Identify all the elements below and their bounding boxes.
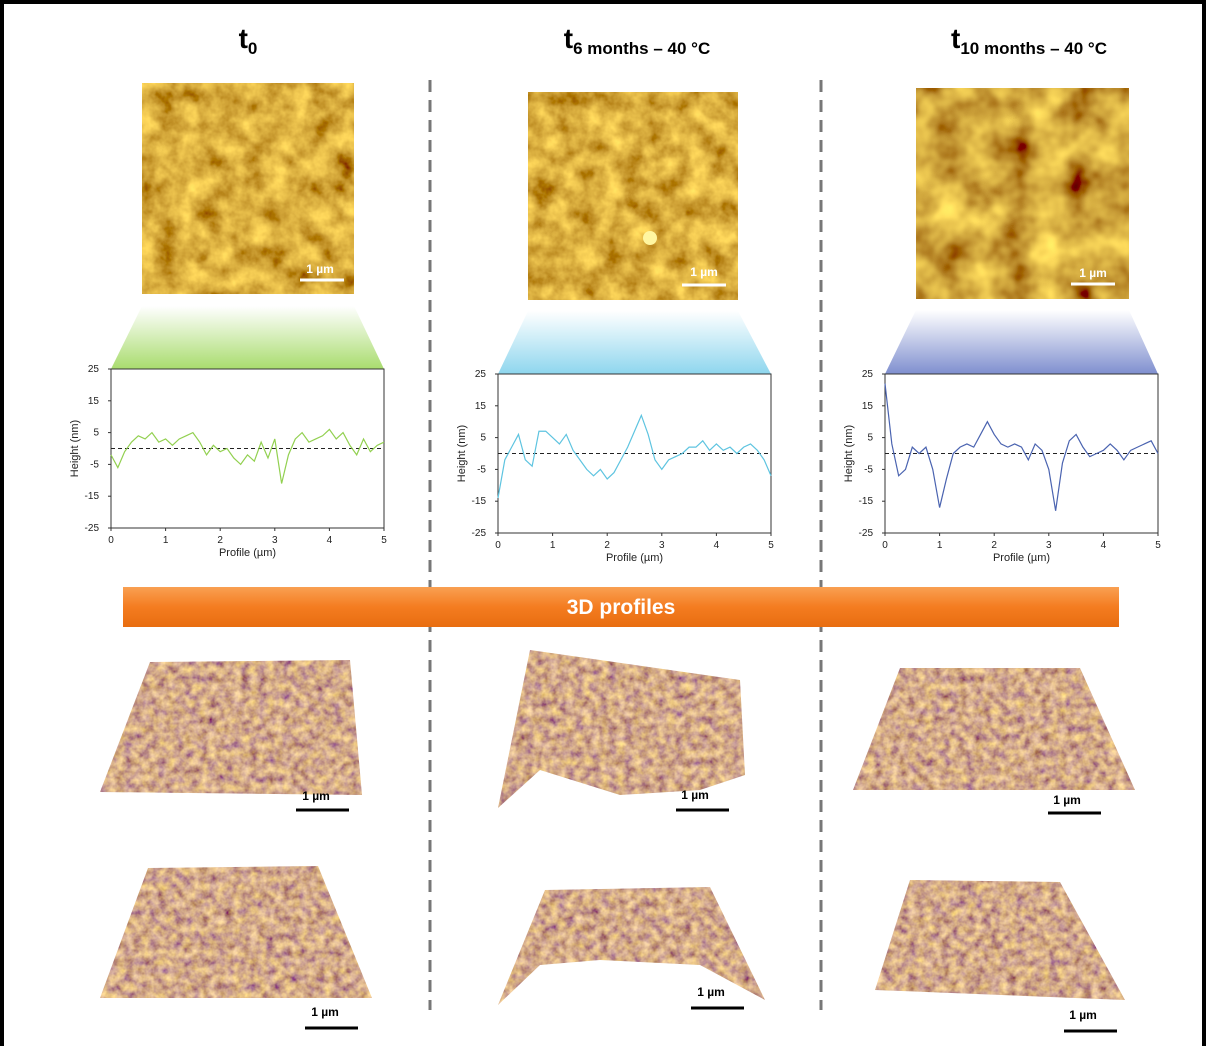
y-tick-label: 15 [862, 401, 874, 412]
y-tick-label: 5 [867, 433, 873, 444]
scale-label: 1 µm [690, 265, 718, 279]
y-axis-label: Height (nm) [843, 425, 855, 482]
x-tick-label: 4 [714, 540, 720, 551]
x-tick-label: 0 [882, 540, 888, 551]
column-title: t6 months – 40 °C [564, 23, 711, 58]
x-axis-label: Profile (µm) [993, 552, 1050, 564]
y-tick-label: -25 [85, 523, 100, 534]
figure: t0 t6 months – 40 °C t10 months – 40 °C … [0, 0, 1206, 1046]
x-tick-label: 3 [659, 540, 665, 551]
y-tick-label: 15 [475, 401, 487, 412]
y-tick-label: 5 [480, 433, 486, 444]
x-tick-label: 2 [604, 540, 610, 551]
y-axis-label: Height (nm) [69, 420, 81, 477]
title-sub: 6 months – 40 °C [573, 39, 710, 58]
scale-label: 1 µm [1079, 266, 1107, 280]
surface-3d [498, 650, 745, 808]
surface-3d [100, 866, 372, 998]
title-main: t [564, 23, 573, 54]
title-main: t [951, 23, 960, 54]
afm-feature [643, 231, 657, 245]
y-tick-label: -5 [864, 464, 873, 475]
x-tick-label: 1 [937, 540, 943, 551]
x-tick-label: 5 [768, 540, 774, 551]
y-tick-label: 15 [88, 396, 100, 407]
y-tick-label: -5 [477, 464, 486, 475]
x-tick-label: 0 [108, 535, 114, 546]
zoom-funnel [111, 306, 384, 369]
scale-label: 1 µm [311, 1005, 339, 1019]
banner-text: 3D profiles [567, 596, 676, 619]
x-axis-label: Profile (µm) [219, 547, 276, 559]
y-tick-label: 5 [93, 428, 99, 439]
y-tick-label: -25 [472, 528, 487, 539]
x-tick-label: 4 [327, 535, 333, 546]
y-tick-label: 25 [862, 369, 874, 380]
zoom-funnel [498, 311, 771, 374]
x-tick-label: 5 [381, 535, 387, 546]
column-title: t0 [239, 23, 258, 58]
y-tick-label: -25 [859, 528, 874, 539]
title-sub: 10 months – 40 °C [960, 39, 1107, 58]
x-tick-label: 1 [550, 540, 556, 551]
x-tick-label: 2 [217, 535, 223, 546]
x-tick-label: 4 [1101, 540, 1107, 551]
scale-label: 1 µm [681, 788, 709, 802]
zoom-funnel [885, 310, 1158, 374]
surface-3d [100, 660, 362, 795]
scale-label: 1 µm [302, 789, 330, 803]
x-tick-label: 0 [495, 540, 501, 551]
scale-label: 1 µm [1053, 793, 1081, 807]
title-sub: 0 [248, 39, 257, 58]
x-tick-label: 3 [272, 535, 278, 546]
scale-label: 1 µm [1069, 1008, 1097, 1022]
y-axis-label: Height (nm) [456, 425, 468, 482]
y-tick-label: 25 [475, 369, 487, 380]
surface-3d [875, 880, 1125, 1000]
y-tick-label: -5 [90, 459, 99, 470]
y-tick-label: -15 [859, 496, 874, 507]
scale-label: 1 µm [306, 262, 334, 276]
column-title: t10 months – 40 °C [951, 23, 1107, 58]
surface-3d [498, 887, 765, 1005]
title-main: t [239, 23, 248, 54]
x-tick-label: 2 [991, 540, 997, 551]
scale-label: 1 µm [697, 985, 725, 999]
x-tick-label: 3 [1046, 540, 1052, 551]
y-tick-label: -15 [472, 496, 487, 507]
y-tick-label: 25 [88, 364, 100, 375]
x-tick-label: 5 [1155, 540, 1161, 551]
surface-3d [853, 668, 1135, 790]
y-tick-label: -15 [85, 491, 100, 502]
x-axis-label: Profile (µm) [606, 552, 663, 564]
x-tick-label: 1 [163, 535, 169, 546]
